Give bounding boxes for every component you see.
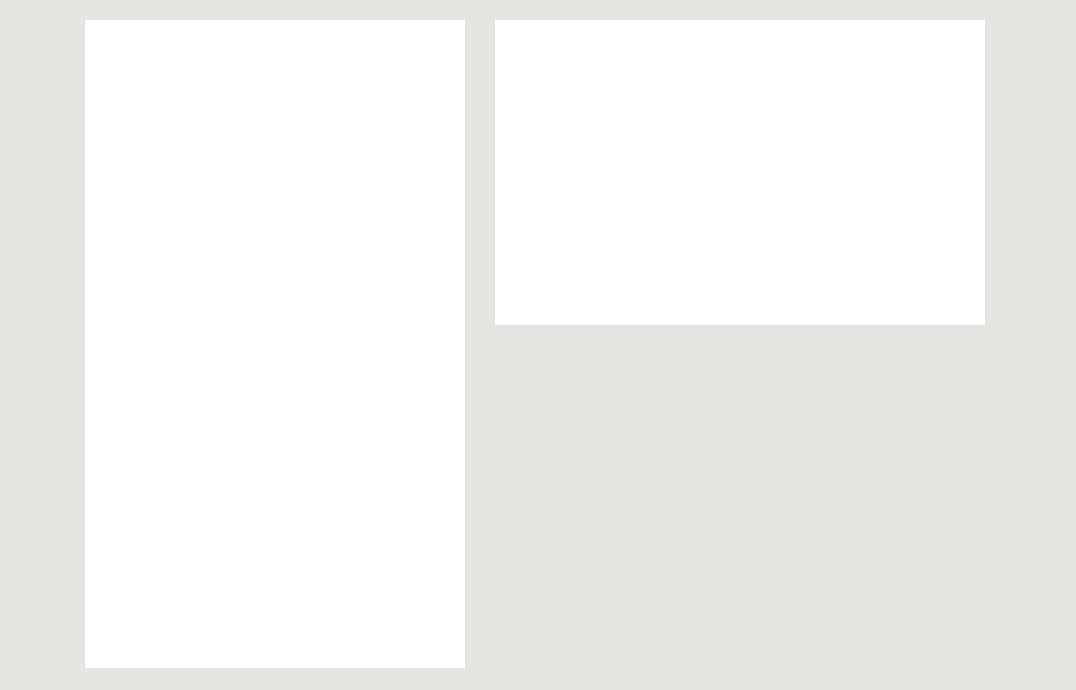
- panel-b-chart: [495, 20, 985, 325]
- panel-b: [495, 20, 985, 325]
- panel-a-chart: [85, 20, 465, 668]
- panel-a: [85, 20, 465, 668]
